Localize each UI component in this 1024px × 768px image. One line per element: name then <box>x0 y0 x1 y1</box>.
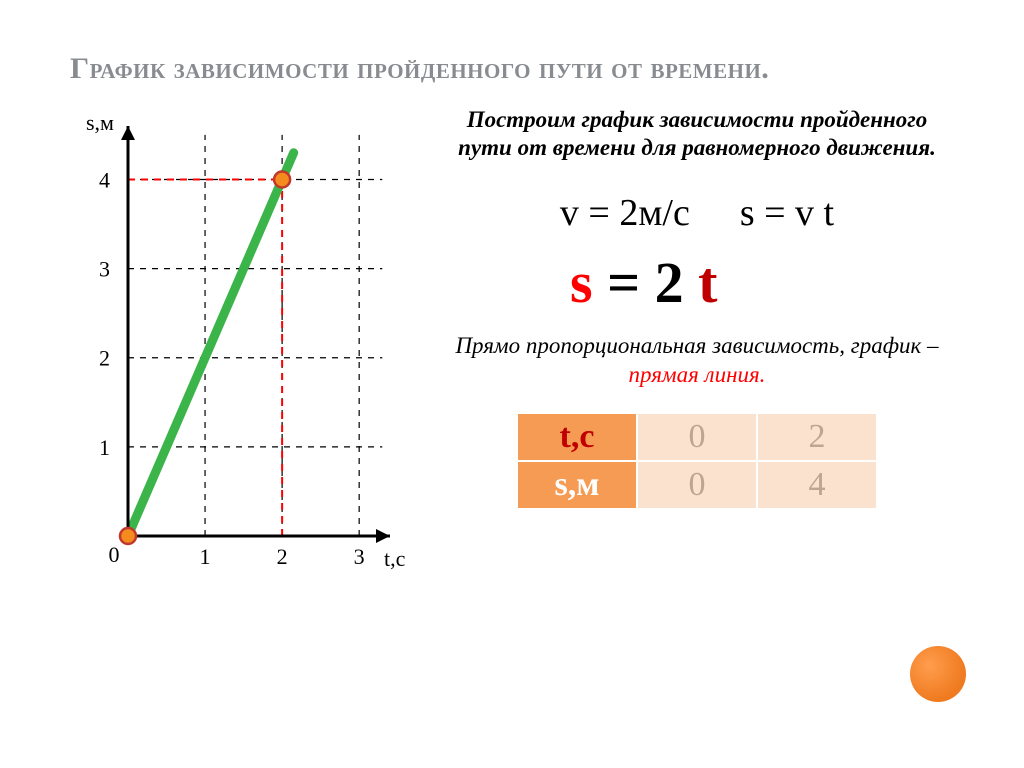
table-row: t,с 0 2 <box>517 413 877 461</box>
svg-text:1: 1 <box>99 434 110 459</box>
svg-text:t,с: t,с <box>384 546 406 571</box>
svg-text:4: 4 <box>99 167 110 192</box>
main-eq-t: t <box>698 250 717 315</box>
equation-row: v = 2м/с s = v t <box>440 191 954 235</box>
note-plain: Прямо пропорциональная зависимость, граф… <box>455 333 938 358</box>
svg-text:3: 3 <box>354 544 365 569</box>
data-table: t,с 0 2 s,м 0 4 <box>516 412 878 510</box>
main-eq-equals: = <box>607 250 640 315</box>
table-cell: 4 <box>757 461 877 509</box>
distance-time-chart: 1 2 3 1 2 3 4 0 t,с s,м <box>70 106 410 586</box>
svg-text:2: 2 <box>277 544 288 569</box>
table-cell: 0 <box>637 461 757 509</box>
table-cell: 2 <box>757 413 877 461</box>
intro-text: Построим график зависимости пройденного … <box>440 106 954 164</box>
table-cell: 0 <box>637 413 757 461</box>
table-row: s,м 0 4 <box>517 461 877 509</box>
table-header-t: t,с <box>517 413 637 461</box>
text-column: Построим график зависимости пройденного … <box>440 106 954 586</box>
note-highlight: прямая линия. <box>629 362 766 387</box>
svg-text:1: 1 <box>200 544 211 569</box>
svg-text:0: 0 <box>109 542 120 567</box>
distance-equation: s = v t <box>740 191 834 235</box>
slide: График зависимости пройденного пути от в… <box>0 0 1024 768</box>
slide-title: График зависимости пройденного пути от в… <box>70 50 954 88</box>
main-equation: s = 2 t <box>570 249 954 316</box>
table-header-s: s,м <box>517 461 637 509</box>
svg-text:3: 3 <box>99 256 110 281</box>
main-eq-s: s <box>570 250 593 315</box>
chart-container: 1 2 3 1 2 3 4 0 t,с s,м <box>70 106 410 586</box>
decorative-circle <box>910 646 966 702</box>
velocity-equation: v = 2м/с <box>560 191 690 235</box>
content-row: 12312340t,сs,м Построим график зависимос… <box>70 106 954 586</box>
note-text: Прямо пропорциональная зависимость, граф… <box>440 332 954 390</box>
main-eq-coef: 2 <box>655 250 684 315</box>
svg-text:2: 2 <box>99 345 110 370</box>
svg-text:s,м: s,м <box>86 110 114 135</box>
